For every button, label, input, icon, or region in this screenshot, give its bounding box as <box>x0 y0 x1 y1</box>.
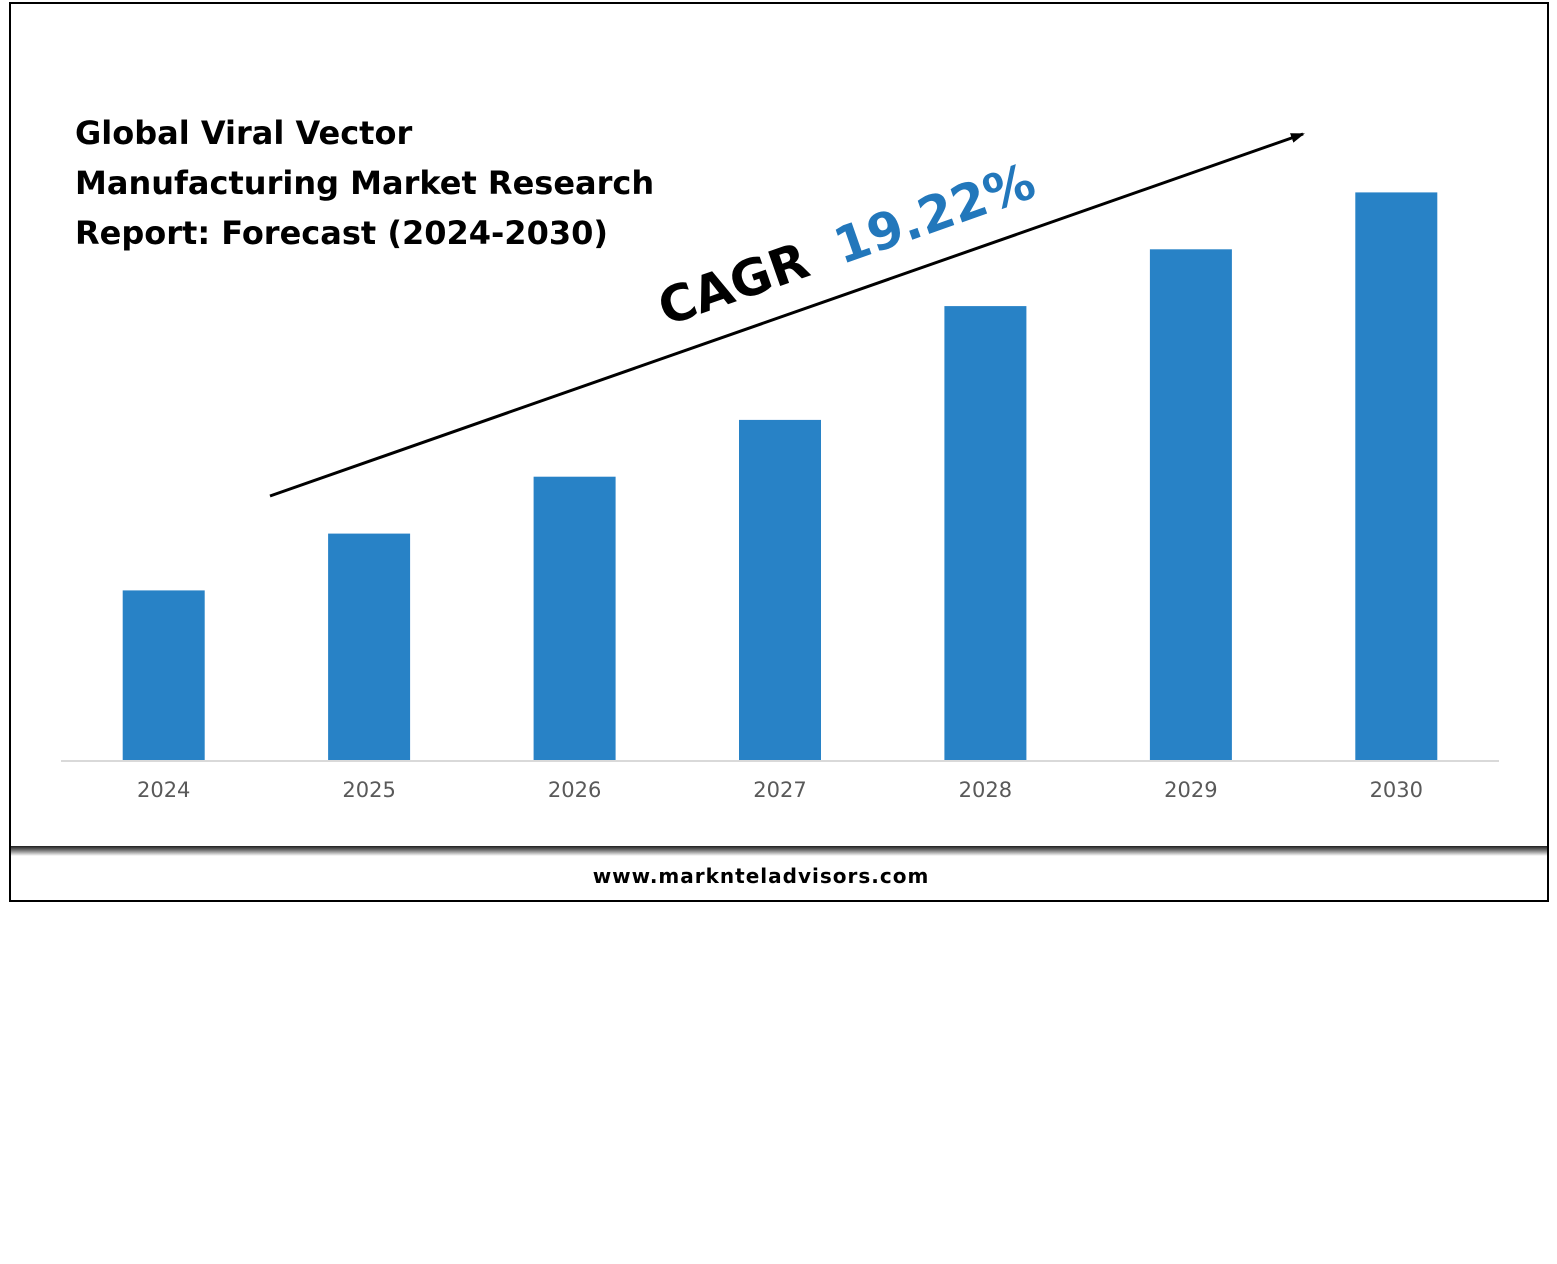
bar-2029 <box>1149 249 1232 762</box>
x-tick-label-2026: 2026 <box>548 778 601 802</box>
bar-2028 <box>944 306 1027 761</box>
trend-arrow-line <box>269 132 1305 498</box>
bar-2026 <box>533 476 616 761</box>
x-tick-label-2028: 2028 <box>959 778 1012 802</box>
bar-chart: 2024 2025 2026 2027 2028 2029 2030 CAGR 19.22% <box>61 132 1499 802</box>
x-tick-label-2025: 2025 <box>342 778 395 802</box>
x-tick-labels: 2024 2025 2026 2027 2028 2029 2030 <box>137 778 1423 802</box>
bar-2030 <box>1355 192 1438 761</box>
x-tick-label-2030: 2030 <box>1370 778 1423 802</box>
cagr-trend-arrow <box>269 132 1305 498</box>
x-tick-label-2027: 2027 <box>753 778 806 802</box>
bar-2025 <box>328 533 411 761</box>
footer-divider <box>11 846 1547 856</box>
x-tick-label-2029: 2029 <box>1164 778 1217 802</box>
cagr-label: CAGR <box>651 231 816 337</box>
chart-frame: Global Viral Vector Manufacturing Market… <box>9 2 1549 902</box>
cagr-value: 19.22% <box>827 152 1043 276</box>
bars-layer <box>122 192 1438 762</box>
chart-title: Global Viral Vector Manufacturing Market… <box>75 114 655 252</box>
x-tick-label-2024: 2024 <box>137 778 190 802</box>
website-url: www.marknteladvisors.com <box>592 864 930 888</box>
bar-2027 <box>739 419 821 761</box>
bar-2024 <box>122 590 205 761</box>
